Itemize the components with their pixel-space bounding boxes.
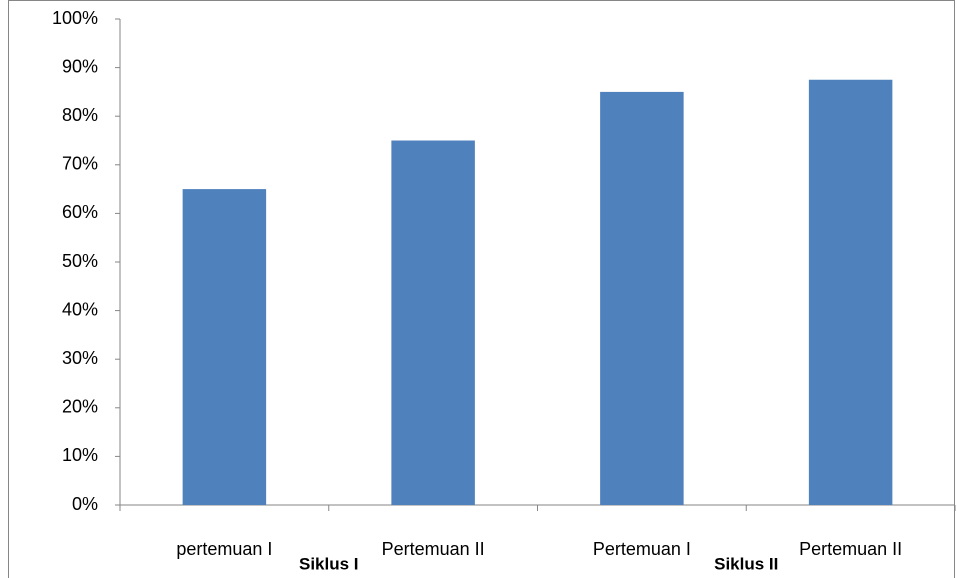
chart-frame [8,0,955,578]
y-tick-label: 10% [62,445,98,465]
x-tick-label: Pertemuan II [799,539,902,559]
y-tick-label: 0% [72,494,98,514]
y-tick-label: 50% [62,251,98,271]
y-tick-label: 80% [62,105,98,125]
bar [182,189,267,505]
y-tick-label: 30% [62,348,98,368]
y-tick-label: 100% [52,8,98,28]
x-tick-label: Pertemuan II [382,539,485,559]
bar [600,91,684,506]
y-tick-label: 90% [62,56,98,76]
bar [391,140,475,505]
x-tick-label: Pertemuan I [593,539,691,559]
group-label: Siklus I [299,554,359,573]
y-tick-label: 60% [62,202,98,222]
y-tick-label: 40% [62,299,98,319]
group-label: Siklus II [714,554,778,573]
y-tick-label: 20% [62,397,98,417]
x-tick-label: pertemuan I [176,539,272,559]
y-tick-label: 70% [62,154,98,174]
bar [808,79,893,505]
